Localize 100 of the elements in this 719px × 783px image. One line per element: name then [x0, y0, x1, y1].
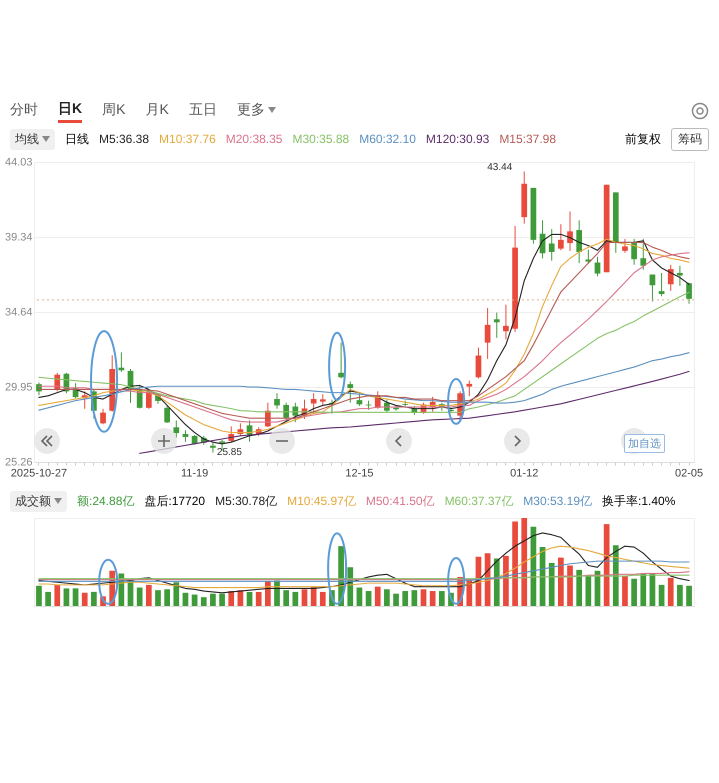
y-tick-label: 39.34: [4, 231, 32, 244]
bar: [420, 589, 426, 606]
bar: [540, 547, 546, 606]
candlestick: [366, 400, 372, 410]
bar: [668, 578, 674, 606]
bar: [393, 594, 399, 606]
bar: [45, 592, 51, 606]
bar: [585, 576, 592, 606]
text: M60:32.10: [359, 132, 416, 146]
text: M30:35.88: [292, 132, 350, 146]
x-tick-label: 2025-10-27: [10, 468, 68, 480]
bar: [54, 584, 60, 606]
bar: [512, 522, 518, 606]
candlestick: [686, 282, 692, 304]
bar: [366, 591, 372, 606]
text: M30:53.19亿: [523, 492, 592, 510]
x-tick-label: 12-15: [345, 468, 374, 480]
candlestick: [484, 307, 490, 360]
text: M5:30.78亿: [215, 492, 278, 510]
candlestick: [677, 265, 683, 286]
candlestick: [338, 342, 344, 379]
text: 额:24.88亿: [77, 492, 134, 510]
candlestick: [274, 392, 280, 410]
bar: [374, 586, 381, 606]
text: M10:45.97亿: [287, 492, 356, 510]
candlestick: [558, 224, 564, 251]
bar: [164, 589, 170, 606]
bar: [558, 558, 564, 606]
candlestick: [548, 228, 555, 262]
candlestick: [658, 272, 664, 297]
text: M15:37.98: [499, 132, 556, 146]
bar: [650, 573, 656, 606]
bar: [82, 592, 88, 606]
bar: [548, 562, 555, 606]
text: 更多: [236, 101, 266, 119]
candlestick: [476, 347, 482, 379]
candlestick: [210, 442, 216, 454]
text: M60:37.37亿: [444, 492, 514, 510]
bar: [430, 591, 436, 606]
candlestick: [347, 381, 354, 404]
text: M5:36.38: [99, 132, 150, 146]
bar: [677, 584, 683, 606]
bar: [640, 573, 646, 606]
text: 五日: [188, 101, 217, 119]
bar: [476, 556, 482, 606]
y-tick-label: 29.95: [4, 382, 32, 394]
candlestick: [100, 408, 106, 425]
bar: [658, 584, 664, 606]
text: 均线: [10, 128, 55, 150]
bar: [36, 586, 42, 606]
bar: [219, 594, 225, 606]
text: 周K: [102, 101, 126, 119]
bar: [274, 580, 280, 606]
candlestick: [650, 274, 656, 302]
text: M120:30.93: [426, 132, 490, 146]
text: 分时: [10, 101, 38, 119]
chart-title: 成交额: [10, 490, 67, 512]
bar: [91, 592, 97, 606]
bar: [567, 566, 573, 606]
text: 筹码: [671, 128, 709, 150]
text: M20:38.35: [226, 132, 282, 146]
annotation: 加自选: [624, 434, 665, 453]
bar: [576, 570, 582, 606]
bar: [686, 586, 692, 606]
x-tick-label: 11-19: [180, 468, 208, 480]
bar: [246, 592, 252, 606]
candlestick: [356, 392, 362, 406]
candlestick: [622, 238, 628, 254]
bar: [402, 591, 408, 606]
x-tick-label: 02-05: [674, 468, 704, 480]
bar: [622, 576, 628, 606]
x-tick-label: 01-12: [510, 468, 538, 480]
candlestick: [503, 304, 509, 340]
bar: [155, 590, 161, 606]
candlestick: [494, 312, 500, 338]
bar: [302, 589, 308, 606]
text: 前复权: [625, 130, 661, 148]
y-tick-label: 25.26: [4, 456, 32, 468]
bar: [200, 597, 207, 606]
bar: [182, 592, 188, 606]
bar: [631, 578, 637, 606]
bar: [384, 589, 390, 606]
bar: [530, 526, 536, 606]
bar: [64, 588, 70, 606]
candlestick: [540, 220, 546, 259]
text: 日K: [58, 100, 82, 122]
bar: [356, 588, 362, 606]
bar: [438, 591, 445, 606]
bar: [238, 590, 244, 606]
annotation: 25.85: [216, 447, 242, 458]
text: 日线: [65, 130, 89, 148]
candlestick: [640, 238, 646, 270]
text: 月K: [145, 101, 169, 119]
annotation: 43.44: [487, 162, 512, 173]
bar: [173, 582, 180, 606]
bar: [521, 518, 528, 606]
y-tick-label: 44.03: [4, 156, 32, 168]
bar: [594, 570, 600, 606]
bar: [256, 592, 262, 606]
candlestick: [310, 392, 316, 414]
